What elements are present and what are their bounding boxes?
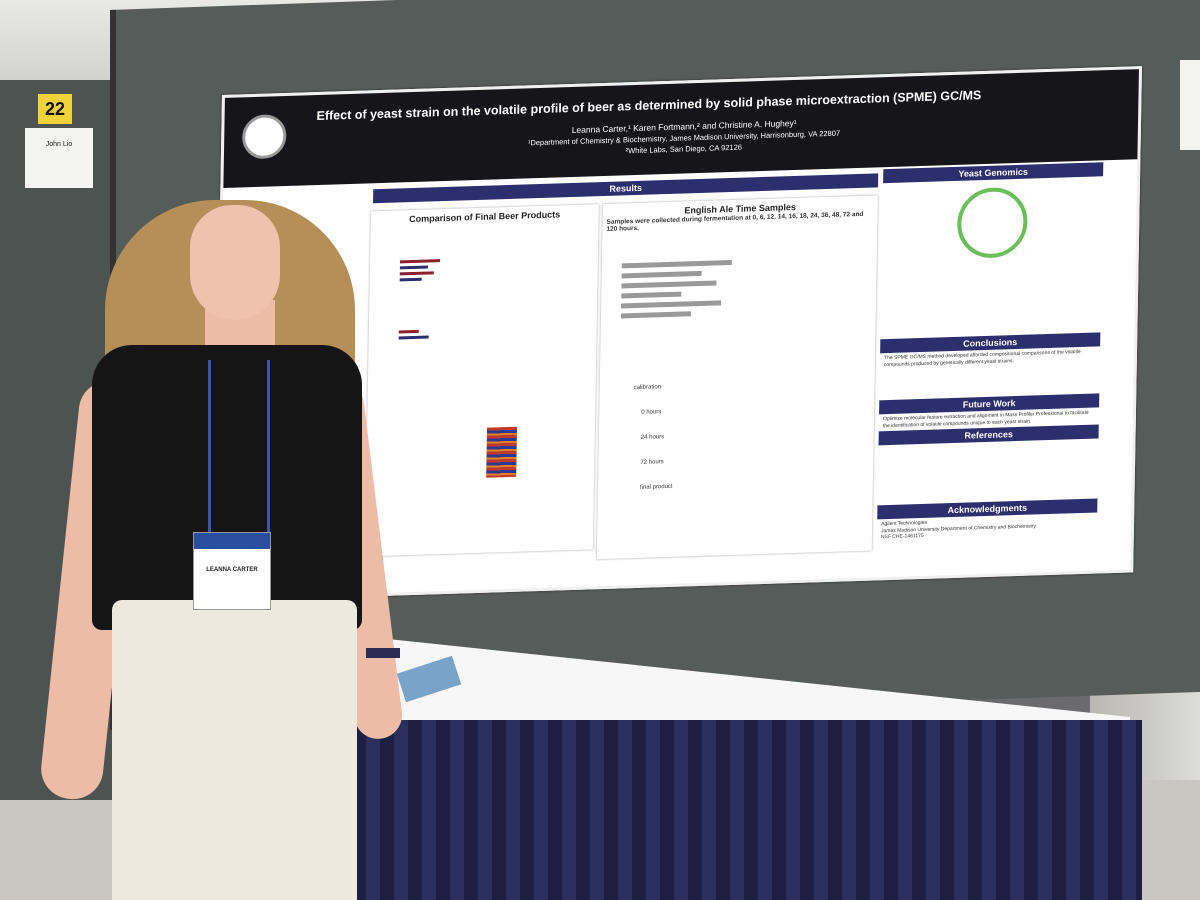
chromatogram-label: calibration bbox=[633, 384, 662, 392]
badge-banner bbox=[194, 533, 270, 549]
timeline-bar bbox=[621, 259, 732, 269]
abundance-bar bbox=[399, 271, 434, 276]
comparison-heading: Comparison of Final Beer Products bbox=[409, 209, 561, 225]
wristwatch bbox=[366, 648, 400, 658]
abundance-bar bbox=[398, 329, 419, 334]
english-ale-panel: English Ale Time Samples Samples were co… bbox=[596, 195, 878, 560]
chromatogram-label: 0 hours bbox=[641, 409, 662, 416]
overview-text bbox=[283, 203, 368, 210]
presenter-skirt bbox=[112, 600, 357, 900]
presenter-badge: LEANNA CARTER bbox=[193, 532, 271, 610]
timeline-bar bbox=[621, 291, 682, 299]
right-column: Yeast Genomics Conclusions The SPME GC/M… bbox=[876, 162, 1104, 569]
timeline-bar bbox=[621, 270, 702, 279]
timeline-bar bbox=[621, 280, 717, 289]
timeline-bar bbox=[621, 300, 722, 309]
badge-name: LEANNA CARTER bbox=[206, 567, 258, 573]
adjacent-poster-edge bbox=[1180, 60, 1200, 150]
comparison-panel: Comparison of Final Beer Products bbox=[364, 204, 599, 557]
timeline-bar bbox=[620, 311, 691, 319]
booth-number: 22 bbox=[38, 94, 72, 124]
chromatogram-label: 24 hours bbox=[640, 434, 665, 441]
chromatogram-label: final product bbox=[639, 483, 673, 491]
abundance-bar bbox=[399, 265, 428, 270]
booth-name-card: John Lio bbox=[25, 128, 93, 188]
poster-title: Effect of yeast strain on the volatile p… bbox=[316, 88, 982, 124]
chromatogram-label: 72 hours bbox=[640, 459, 664, 466]
abundance-bar bbox=[399, 259, 441, 264]
heatmap bbox=[486, 426, 518, 478]
lanyard bbox=[208, 360, 270, 540]
presenter-face bbox=[190, 205, 280, 320]
table-skirt bbox=[352, 720, 1142, 900]
phylogenetic-tree bbox=[956, 186, 1028, 259]
name-card-text: John Lio bbox=[45, 141, 73, 148]
abundance-bar bbox=[398, 335, 429, 340]
abundance-bar bbox=[399, 277, 422, 282]
university-seal bbox=[241, 113, 287, 160]
